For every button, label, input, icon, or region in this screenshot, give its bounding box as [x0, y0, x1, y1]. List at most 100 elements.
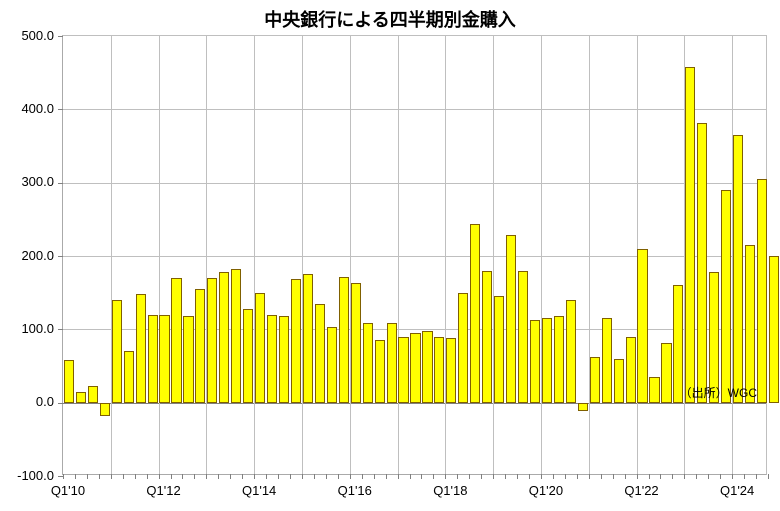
x-axis-label: Q1'18: [433, 483, 467, 498]
bar: [602, 318, 612, 402]
bar: [470, 224, 480, 402]
y-axis-label: 100.0: [4, 321, 54, 336]
bar: [721, 190, 731, 403]
chart-container: 中央銀行による四半期別金購入 （出所）WGC -100.00.0100.0200…: [0, 0, 780, 511]
x-tick: [744, 474, 745, 479]
x-tick: [123, 474, 124, 479]
x-tick: [613, 474, 614, 479]
x-tick: [672, 474, 673, 479]
bar: [88, 386, 98, 403]
bar: [494, 296, 504, 402]
bar: [542, 318, 552, 402]
x-tick: [218, 474, 219, 479]
gridline-h: [63, 256, 766, 257]
x-tick: [194, 474, 195, 479]
x-tick: [398, 474, 399, 479]
bar: [697, 123, 707, 403]
x-tick: [720, 474, 721, 479]
gridline-v: [206, 36, 207, 474]
gridline-v: [398, 36, 399, 474]
x-tick: [374, 474, 375, 479]
bar: [363, 323, 373, 402]
bar: [458, 293, 468, 403]
bar: [434, 337, 444, 403]
bar: [518, 271, 528, 403]
bar: [255, 293, 265, 403]
plot-area: [62, 35, 767, 475]
x-tick: [577, 474, 578, 479]
bar: [219, 272, 229, 403]
gridline-v: [159, 36, 160, 474]
bar: [482, 271, 492, 403]
bar: [554, 316, 564, 403]
x-tick: [111, 474, 112, 479]
chart-title: 中央銀行による四半期別金購入: [0, 6, 780, 32]
bar: [267, 315, 277, 403]
bar: [661, 343, 671, 403]
x-tick: [230, 474, 231, 479]
bar: [112, 300, 122, 403]
x-tick: [314, 474, 315, 479]
y-tick: [58, 183, 63, 184]
bar: [183, 316, 193, 403]
y-tick: [58, 329, 63, 330]
x-tick: [684, 474, 685, 479]
y-axis-label: 300.0: [4, 174, 54, 189]
x-tick: [589, 474, 590, 479]
gridline-v: [350, 36, 351, 474]
bar: [733, 135, 743, 403]
bar: [530, 320, 540, 403]
bar: [590, 357, 600, 402]
bar: [339, 277, 349, 403]
y-axis-label: 400.0: [4, 101, 54, 116]
x-tick: [206, 474, 207, 479]
source-label: （出所）WGC: [680, 384, 757, 401]
x-tick: [350, 474, 351, 479]
x-tick: [469, 474, 470, 479]
gridline-v: [302, 36, 303, 474]
y-axis-label: 0.0: [4, 394, 54, 409]
y-axis-label: 500.0: [4, 28, 54, 43]
x-tick: [338, 474, 339, 479]
bar: [769, 256, 779, 403]
x-tick: [517, 474, 518, 479]
y-tick: [58, 36, 63, 37]
x-tick: [242, 474, 243, 479]
x-tick: [75, 474, 76, 479]
x-tick: [445, 474, 446, 479]
gridline-h: [63, 183, 766, 184]
x-tick: [63, 474, 64, 479]
bar: [327, 327, 337, 403]
bar: [76, 392, 86, 402]
x-tick: [410, 474, 411, 479]
x-tick: [505, 474, 506, 479]
bar: [614, 359, 624, 403]
bar: [303, 274, 313, 403]
x-axis-label: Q1'10: [51, 483, 85, 498]
x-axis-label: Q1'14: [242, 483, 276, 498]
x-tick: [386, 474, 387, 479]
bar: [685, 67, 695, 403]
bar: [243, 309, 253, 403]
x-tick: [601, 474, 602, 479]
x-axis-label: Q1'20: [529, 483, 563, 498]
x-tick: [182, 474, 183, 479]
x-tick: [99, 474, 100, 479]
x-tick: [171, 474, 172, 479]
bar: [291, 279, 301, 402]
bar: [398, 337, 408, 403]
bar: [148, 315, 158, 403]
x-tick: [708, 474, 709, 479]
gridline-v: [254, 36, 255, 474]
x-tick: [159, 474, 160, 479]
x-tick: [87, 474, 88, 479]
bar: [231, 269, 241, 402]
x-tick: [541, 474, 542, 479]
x-tick: [637, 474, 638, 479]
x-tick: [625, 474, 626, 479]
bar: [159, 315, 169, 403]
x-axis-label: Q1'22: [624, 483, 658, 498]
y-tick: [58, 256, 63, 257]
x-axis-label: Q1'16: [338, 483, 372, 498]
x-tick: [326, 474, 327, 479]
